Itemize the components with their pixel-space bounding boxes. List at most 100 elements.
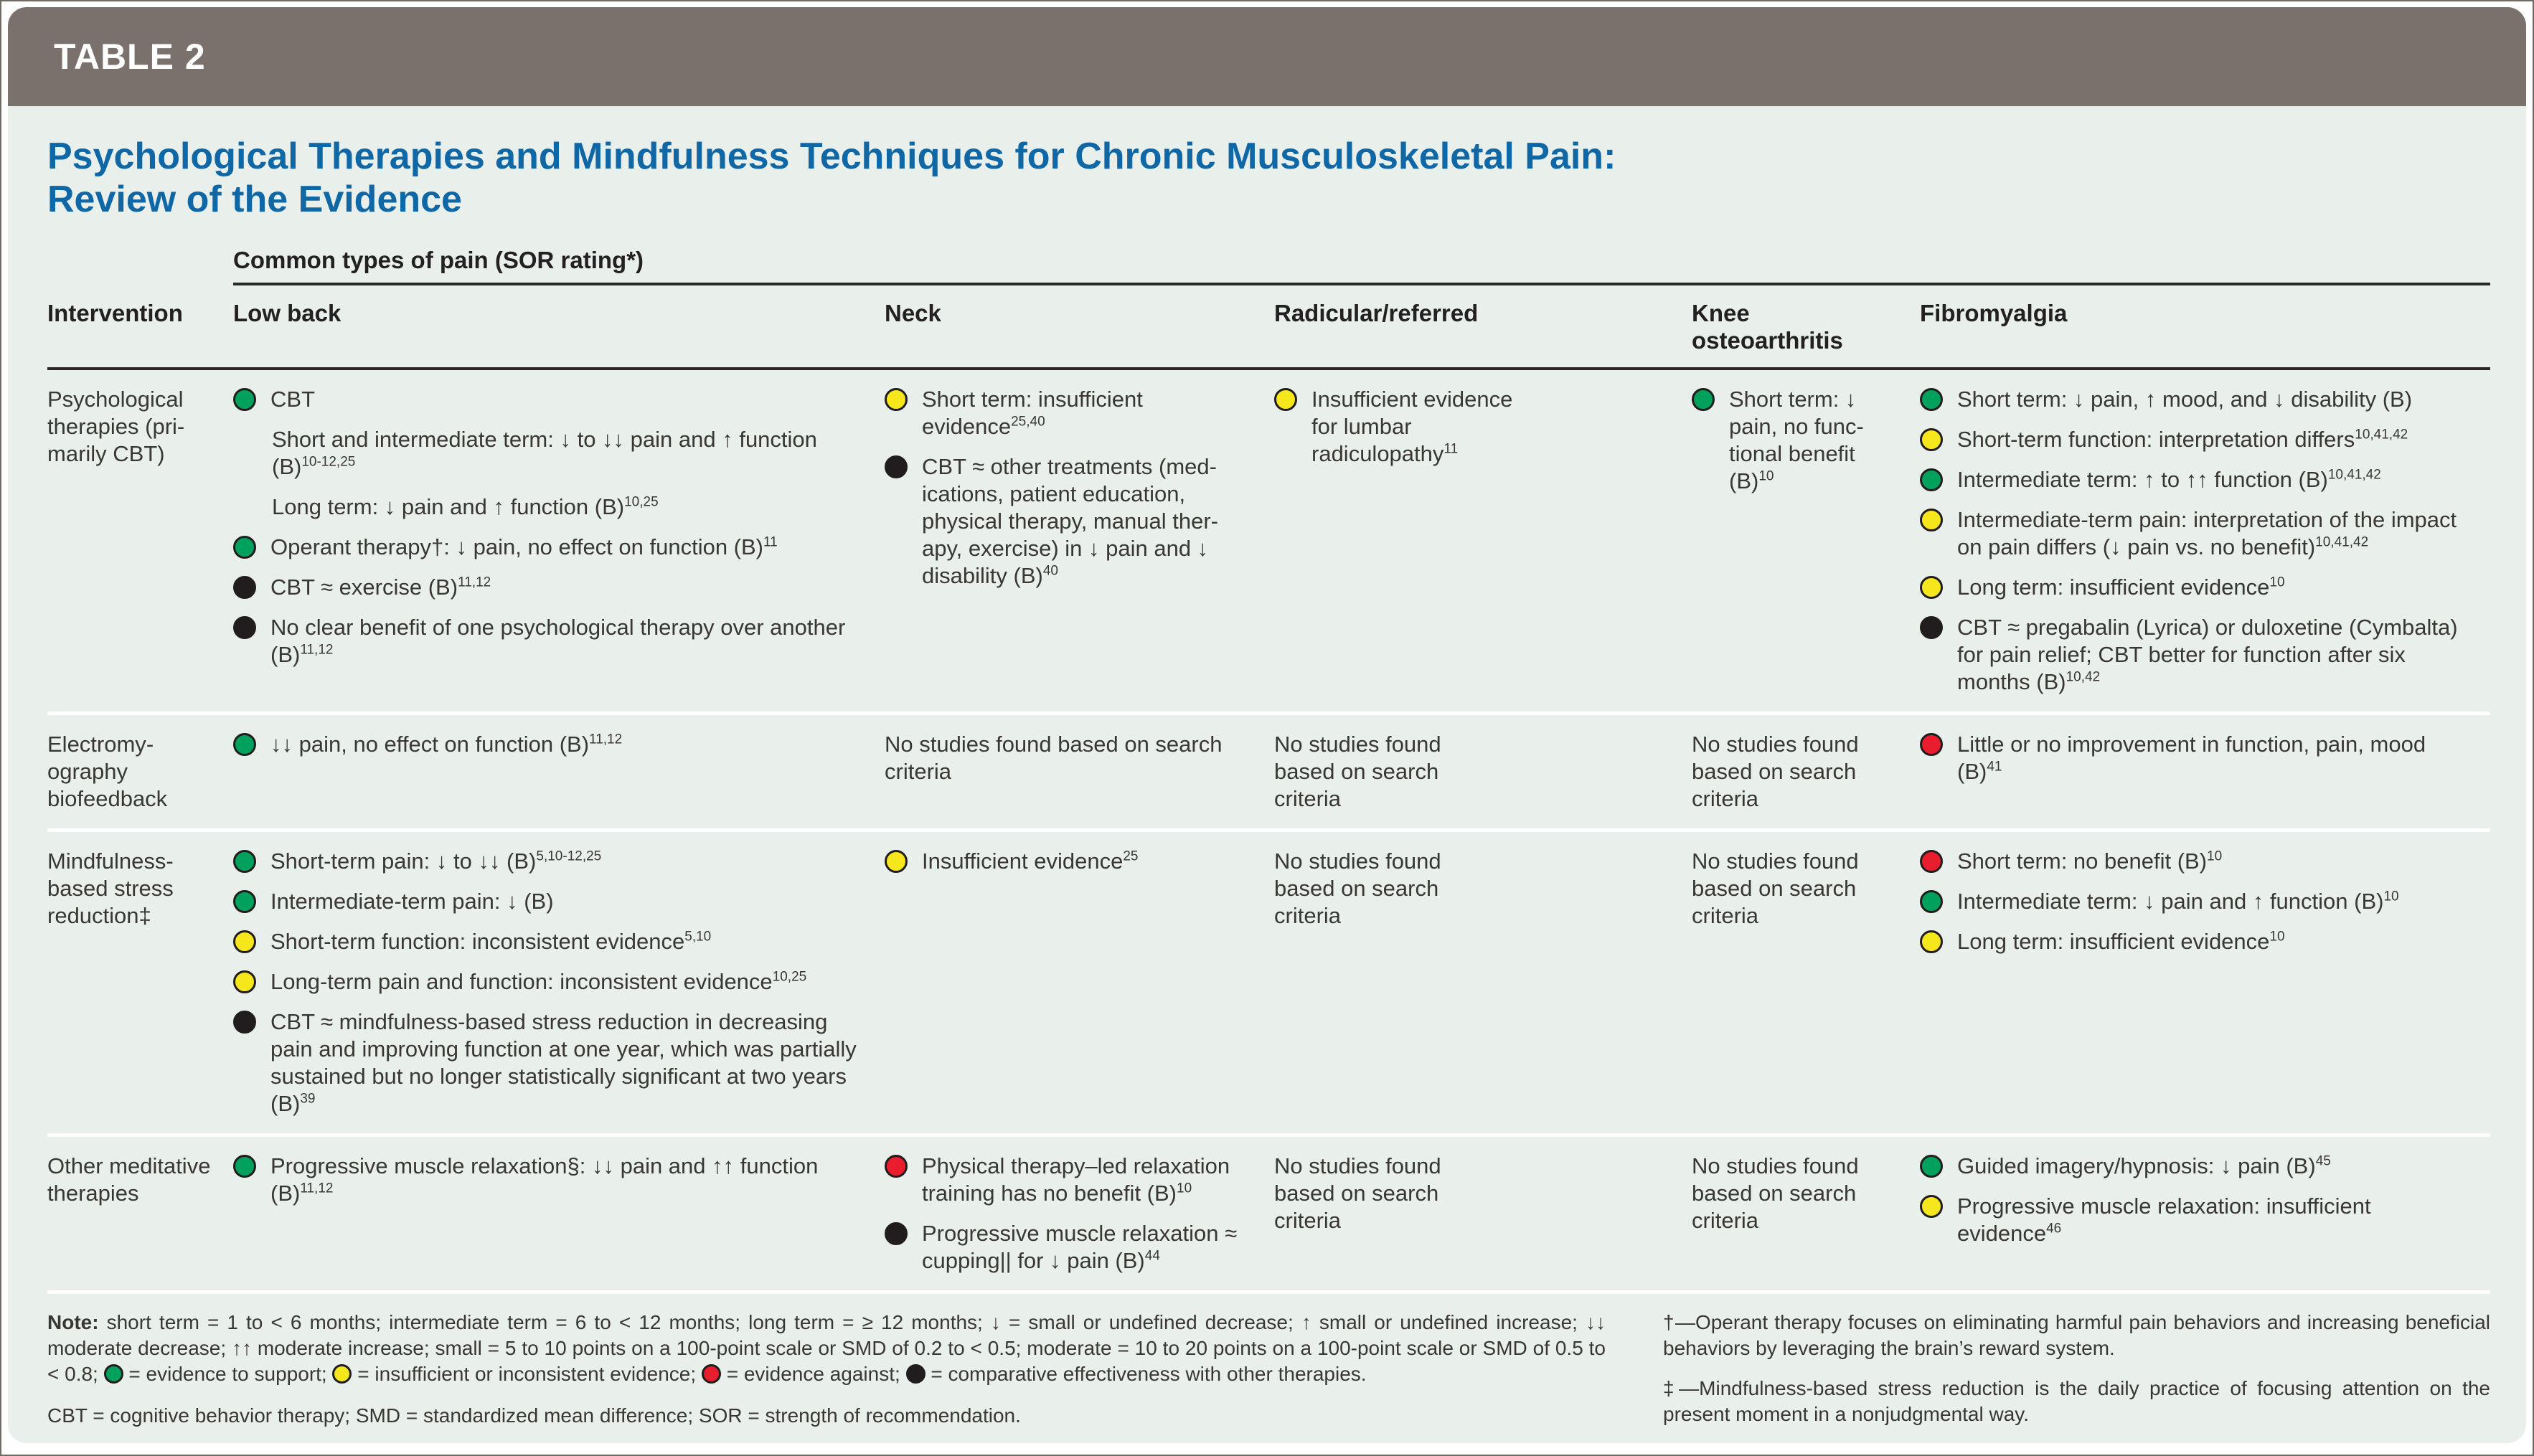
black-bullet-icon bbox=[233, 1011, 256, 1034]
red-dot-icon bbox=[701, 1364, 721, 1384]
yellow-bullet-icon bbox=[1274, 388, 1297, 411]
evidence-text: Short-term function: interpretation diff… bbox=[1957, 427, 2408, 452]
evidence-cell: ↓↓ pain, no effect on function (B)11,12 bbox=[233, 731, 885, 826]
evidence-text: Insufficient evi­dence for lumbar radicu… bbox=[1311, 387, 1513, 466]
evidence-text: Physical therapy–led relaxation training… bbox=[922, 1153, 1230, 1206]
evidence-item: Guided imagery/hypnosis: ↓ pain (B)45 bbox=[1920, 1153, 2463, 1180]
evidence-text: Little or no improvement in function, pa… bbox=[1957, 732, 2426, 784]
evidence-cell: Short term: no benefit (B)10 Intermediate… bbox=[1920, 848, 2490, 1130]
evidence-item: Insufficient evi­dence for lumbar radicu… bbox=[1274, 386, 1664, 468]
evidence-item: CBT bbox=[233, 386, 857, 413]
yellow-bullet-icon bbox=[233, 930, 256, 953]
evidence-cell: CBT Short and intermediate term: ↓ to ↓↓ … bbox=[233, 386, 885, 709]
green-bullet-icon bbox=[1920, 468, 1943, 491]
evidence-item: Intermediate-term pain: interpretation o… bbox=[1920, 506, 2463, 561]
evidence-item: Intermediate term: ↓ pain and ↑ function… bbox=[1920, 888, 2463, 915]
green-bullet-icon bbox=[1920, 1155, 1943, 1178]
column-spanner: Common types of pain (SOR rating*) bbox=[233, 247, 2490, 285]
green-bullet-icon bbox=[233, 536, 256, 559]
evidence-item: CBT ≈ mindfulness-based stress reduction… bbox=[233, 1008, 857, 1117]
evidence-text: CBT ≈ other treatments (med­ications, pa… bbox=[922, 454, 1218, 588]
evidence-cell: Guided imagery/hypnosis: ↓ pain (B)45 Pro… bbox=[1920, 1153, 2490, 1287]
evidence-item: CBT ≈ exercise (B)11,12 bbox=[233, 574, 857, 601]
evidence-item: No studies found based on search criteri… bbox=[1274, 1153, 1664, 1234]
evidence-cell: Progressive muscle relaxation§: ↓↓ pain … bbox=[233, 1153, 885, 1287]
evidence-item: Short-term function: interpretation diff… bbox=[1920, 426, 2463, 453]
evidence-text: Short-term pain: ↓ to ↓↓ (B)5,10-12,25 bbox=[270, 848, 602, 874]
evidence-text: No studies found based on search criteri… bbox=[1274, 732, 1441, 811]
intervention-cell: Other meditative therapies bbox=[47, 1153, 211, 1206]
footnote-paragraph: Note: short term = 1 to < 6 months; inte… bbox=[47, 1311, 1606, 1385]
evidence-item: Short and intermediate term: ↓ to ↓↓ pai… bbox=[233, 426, 857, 481]
evidence-item: ↓↓ pain, no effect on function (B)11,12 bbox=[233, 731, 857, 758]
evidence-text: Long-term pain and function: inconsisten… bbox=[270, 969, 807, 994]
yellow-bullet-icon bbox=[885, 850, 908, 873]
yellow-bullet-icon bbox=[1920, 576, 1943, 599]
green-bullet-icon bbox=[233, 733, 256, 756]
evidence-item: Little or no improvement in function, pa… bbox=[1920, 731, 2463, 785]
table-row: Mindfulness-based stress reduction‡ Short… bbox=[47, 832, 2490, 1137]
red-bullet-icon bbox=[1920, 850, 1943, 873]
evidence-text: No studies found based on search criteri… bbox=[1274, 1153, 1441, 1233]
yellow-bullet-icon bbox=[1920, 1195, 1943, 1218]
evidence-text: Progressive muscle relaxation§: ↓↓ pain … bbox=[270, 1153, 819, 1206]
green-bullet-icon bbox=[233, 850, 256, 873]
evidence-text: Long term: ↓ pain and ↑ function (B)10,2… bbox=[272, 494, 659, 519]
col-header-knee: Knee osteoarthritis bbox=[1692, 300, 1843, 354]
green-bullet-icon bbox=[1692, 388, 1715, 411]
yellow-bullet-icon bbox=[1920, 930, 1943, 953]
evidence-cell: Insufficient evidence25 bbox=[885, 848, 1274, 1130]
evidence-cell: Short term: ↓ pain, ↑ mood, and ↓ disabi… bbox=[1920, 386, 2490, 709]
green-bullet-icon bbox=[233, 388, 256, 411]
intervention-cell: Electromy­ography biofeedback bbox=[47, 732, 168, 811]
evidence-item: Long term: ↓ pain and ↑ function (B)10,2… bbox=[233, 493, 857, 521]
evidence-text: Short term: no benefit (B)10 bbox=[1957, 848, 2223, 874]
black-bullet-icon bbox=[885, 1222, 908, 1245]
footnote-paragraph: †—Operant therapy focuses on eliminating… bbox=[1663, 1311, 2490, 1359]
table-title: Psychological Therapies and Mindfulness … bbox=[47, 135, 2490, 221]
footnote-paragraph: §—Progressive muscle relaxation is a met… bbox=[1663, 1442, 2490, 1443]
evidence-text: Intermediate-term pain: ↓ (B) bbox=[270, 889, 554, 914]
table-row: Other meditative therapies Progressive mu… bbox=[47, 1137, 2490, 1294]
yellow-bullet-icon bbox=[233, 970, 256, 993]
evidence-text: No studies found based on search criteri… bbox=[1692, 1153, 1859, 1233]
evidence-cell: Short term: ↓ pain, no func­tional benef… bbox=[1692, 386, 1920, 709]
evidence-item: Long term: insufficient evidence10 bbox=[1920, 928, 2463, 955]
evidence-text: Progressive muscle relaxation ≈ cupping|… bbox=[922, 1221, 1238, 1273]
evidence-text: CBT bbox=[270, 387, 315, 412]
evidence-text: CBT ≈ pregabalin (Lyrica) or duloxetine … bbox=[1957, 615, 2458, 694]
evidence-text: Short term: ↓ pain, no func­tional benef… bbox=[1729, 387, 1864, 493]
col-header-neck: Neck bbox=[885, 300, 941, 326]
evidence-item: CBT ≈ other treatments (med­ications, pa… bbox=[885, 453, 1247, 590]
table-row: Electromy­ography biofeedback ↓↓ pain, no… bbox=[47, 715, 2490, 832]
yellow-bullet-icon bbox=[885, 388, 908, 411]
col-header-intervention: Intervention bbox=[47, 300, 183, 326]
evidence-item: Intermediate-term pain: ↓ (B) bbox=[233, 888, 857, 915]
table-number-bar: TABLE 2 bbox=[8, 7, 2526, 106]
evidence-text: Guided imagery/hypnosis: ↓ pain (B)45 bbox=[1957, 1153, 2331, 1178]
col-header-fibromyalgia: Fibromyalgia bbox=[1920, 300, 2068, 326]
evidence-text: Short term: insufficient evidence25,40 bbox=[922, 387, 1143, 439]
green-bullet-icon bbox=[233, 890, 256, 913]
evidence-text: No studies found based on search criteri… bbox=[1692, 732, 1859, 811]
red-bullet-icon bbox=[1920, 733, 1943, 756]
evidence-item: Intermediate term: ↑ to ↑↑ function (B)1… bbox=[1920, 466, 2463, 493]
green-dot-icon bbox=[103, 1364, 123, 1384]
evidence-text: No studies found based on search criteri… bbox=[1274, 848, 1441, 928]
evidence-cell: Physical therapy–led relaxation training… bbox=[885, 1153, 1274, 1287]
evidence-item: Physical therapy–led relaxation training… bbox=[885, 1153, 1247, 1207]
table-card: Psychological Therapies and Mindfulness … bbox=[8, 106, 2526, 1443]
col-header-low-back: Low back bbox=[233, 300, 342, 326]
footnotes: Note: short term = 1 to < 6 months; inte… bbox=[47, 1294, 2490, 1443]
evidence-text: CBT ≈ exercise (B)11,12 bbox=[270, 575, 491, 600]
evidence-item: No studies found based on search criteri… bbox=[1274, 848, 1664, 930]
evidence-cell: No studies found based on search criteri… bbox=[1692, 731, 1920, 826]
evidence-cell: Short term: insufficient evidence25,40 CB… bbox=[885, 386, 1274, 709]
evidence-cell: No studies found based on search criteri… bbox=[1692, 848, 1920, 1130]
evidence-item: No studies found based on search criteri… bbox=[1274, 731, 1664, 813]
column-header-row: Intervention Low back Neck Radicular/ref… bbox=[47, 285, 2490, 370]
column-spanner-label: Common types of pain (SOR rating*) bbox=[233, 247, 644, 273]
evidence-text: No studies found based on search criteri… bbox=[885, 732, 1223, 784]
footnotes-left: Note: short term = 1 to < 6 months; inte… bbox=[47, 1310, 1663, 1443]
evidence-item: No studies found based on search criteri… bbox=[885, 731, 1247, 785]
